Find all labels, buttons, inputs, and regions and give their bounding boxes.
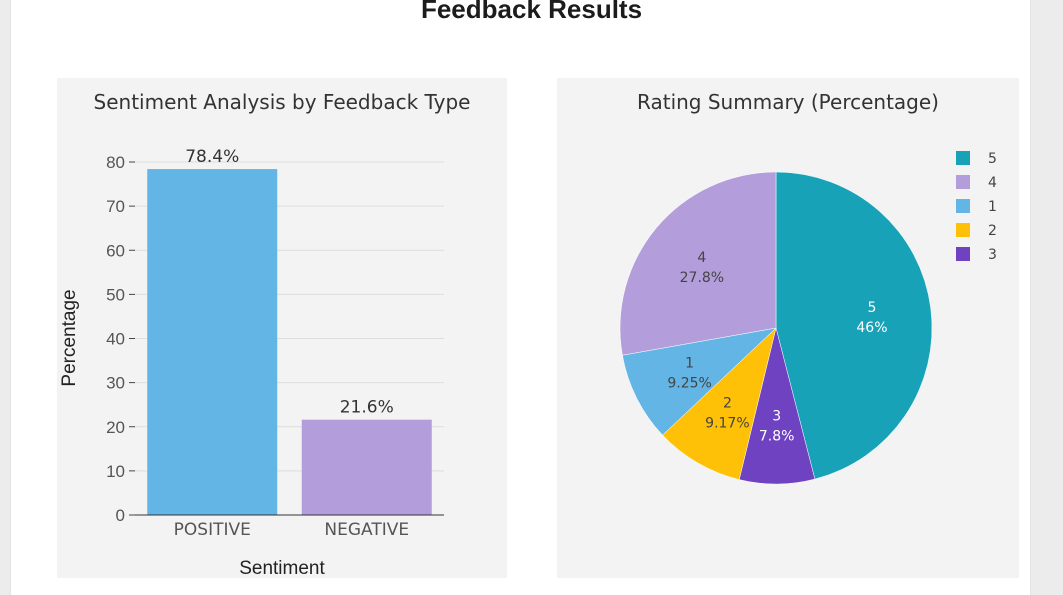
- pie-slice-label: 2: [723, 396, 732, 412]
- y-axis-label: Percentage: [59, 289, 80, 386]
- pie-slice-4[interactable]: [619, 171, 777, 356]
- pie-slice-label: 1: [685, 355, 694, 371]
- y-tick-label: 80: [106, 153, 125, 172]
- pie-slice-label: 5: [867, 300, 876, 316]
- pie-slice-5[interactable]: [775, 171, 933, 480]
- y-tick-label: 70: [106, 197, 125, 216]
- pie-slice-value: 9.25%: [667, 375, 711, 391]
- page-title: Feedback Results: [420, 0, 643, 24]
- x-tick-label: POSITIVE: [174, 520, 251, 540]
- legend-label-4[interactable]: 4: [988, 175, 997, 191]
- legend-label-1[interactable]: 1: [988, 199, 997, 215]
- legend-swatch-3[interactable]: [956, 247, 970, 261]
- y-tick-label: 60: [106, 241, 125, 260]
- legend-label-2[interactable]: 2: [988, 223, 997, 239]
- y-tick-label: 20: [106, 418, 125, 437]
- bar-chart-panel: Sentiment Analysis by Feedback Type 0 10 2…: [57, 78, 507, 578]
- bar-positive[interactable]: [147, 169, 278, 515]
- y-tick-label: 50: [106, 285, 125, 304]
- pie-chart-legend[interactable]: 5 4 1 2 3: [956, 151, 997, 263]
- pie-chart-title: Rating Summary (Percentage): [637, 90, 939, 114]
- bar-chart-title: Sentiment Analysis by Feedback Type: [94, 90, 471, 114]
- bar-chart-y-ticks: 0 10 20 30 40 50 60 70 80: [106, 153, 135, 525]
- x-axis-label: Sentiment: [239, 558, 325, 578]
- x-tick-label: NEGATIVE: [324, 520, 409, 540]
- pie-slice-2[interactable]: [662, 327, 777, 480]
- pie-chart-panel: Rating Summary (Percentage) 5 46% 3 7.8% 2 9.…: [557, 78, 1019, 578]
- legend-label-3[interactable]: 3: [988, 247, 997, 263]
- pie-slice-value: 7.8%: [759, 429, 795, 445]
- pie-chart-labels: 5 46% 3 7.8% 2 9.17% 1 9.25% 4 27.8%: [667, 250, 887, 445]
- y-tick-label: 10: [106, 462, 125, 481]
- bar-chart-bars: 78.4% 21.6%: [147, 147, 432, 515]
- legend-swatch-2[interactable]: [956, 223, 970, 237]
- pie-slice-label: 4: [697, 250, 706, 266]
- bar-data-label: 21.6%: [340, 398, 394, 418]
- y-tick-label: 30: [106, 374, 125, 393]
- bar-negative[interactable]: [301, 419, 432, 515]
- legend-swatch-4[interactable]: [956, 175, 970, 189]
- bar-chart: Sentiment Analysis by Feedback Type 0 10 2…: [59, 90, 471, 578]
- legend-swatch-1[interactable]: [956, 199, 970, 213]
- bar-data-label: 78.4%: [185, 147, 239, 167]
- pie-slice-value: 9.17%: [705, 416, 749, 432]
- legend-swatch-5[interactable]: [956, 151, 970, 165]
- pie-slice-label: 3: [772, 409, 781, 425]
- legend-label-5[interactable]: 5: [988, 151, 997, 167]
- y-tick-label: 0: [116, 506, 125, 525]
- pie-chart: Rating Summary (Percentage) 5 46% 3 7.8% 2 9.…: [619, 90, 997, 485]
- y-tick-label: 40: [106, 330, 125, 349]
- pie-slice-1[interactable]: [622, 327, 777, 436]
- pie-chart-slices: [619, 171, 933, 485]
- pie-slice-value: 27.8%: [680, 270, 724, 286]
- pie-slice-value: 46%: [856, 320, 887, 336]
- bar-chart-x-ticks: POSITIVE NEGATIVE: [135, 514, 444, 540]
